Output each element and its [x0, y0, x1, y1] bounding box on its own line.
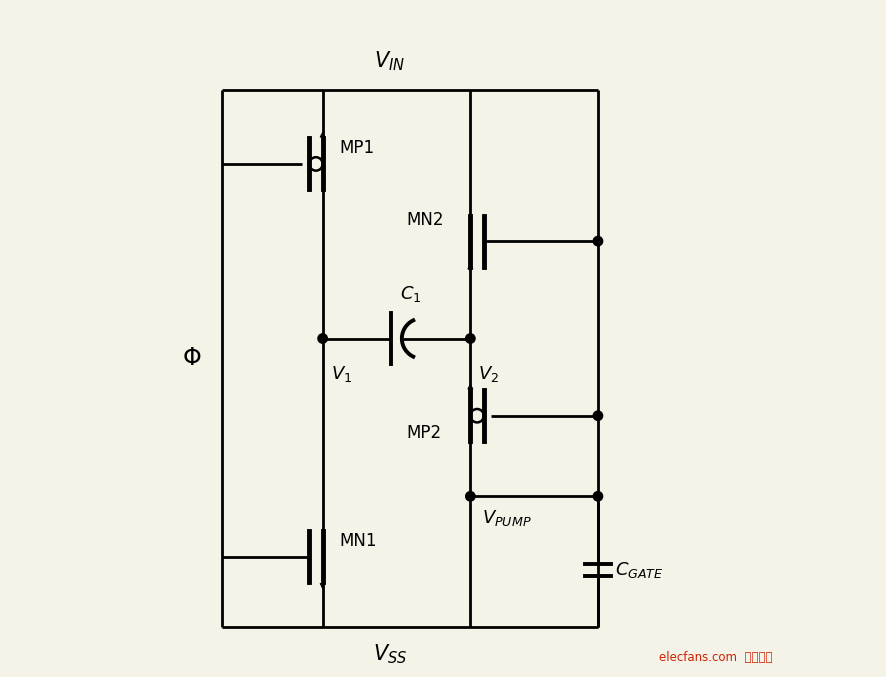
Text: $V_{SS}$: $V_{SS}$	[372, 642, 407, 665]
Text: $V_2$: $V_2$	[478, 364, 499, 384]
Circle shape	[317, 334, 327, 343]
Text: MN1: MN1	[339, 532, 377, 550]
Circle shape	[593, 411, 602, 420]
Circle shape	[593, 492, 602, 501]
Text: $\Phi$: $\Phi$	[182, 347, 201, 370]
Circle shape	[465, 492, 475, 501]
Text: MP1: MP1	[339, 139, 374, 157]
Circle shape	[465, 334, 475, 343]
Text: $C_{GATE}$: $C_{GATE}$	[614, 560, 663, 580]
Circle shape	[593, 236, 602, 246]
Text: $V_1$: $V_1$	[330, 364, 352, 384]
Text: elecfans.com  电子烧友: elecfans.com 电子烧友	[658, 651, 772, 664]
Text: MP2: MP2	[406, 424, 441, 442]
Text: MN2: MN2	[406, 211, 444, 229]
Text: $C_1$: $C_1$	[400, 284, 421, 303]
Text: $V_{PUMP}$: $V_{PUMP}$	[482, 508, 532, 528]
Text: $V_{IN}$: $V_{IN}$	[374, 49, 405, 73]
